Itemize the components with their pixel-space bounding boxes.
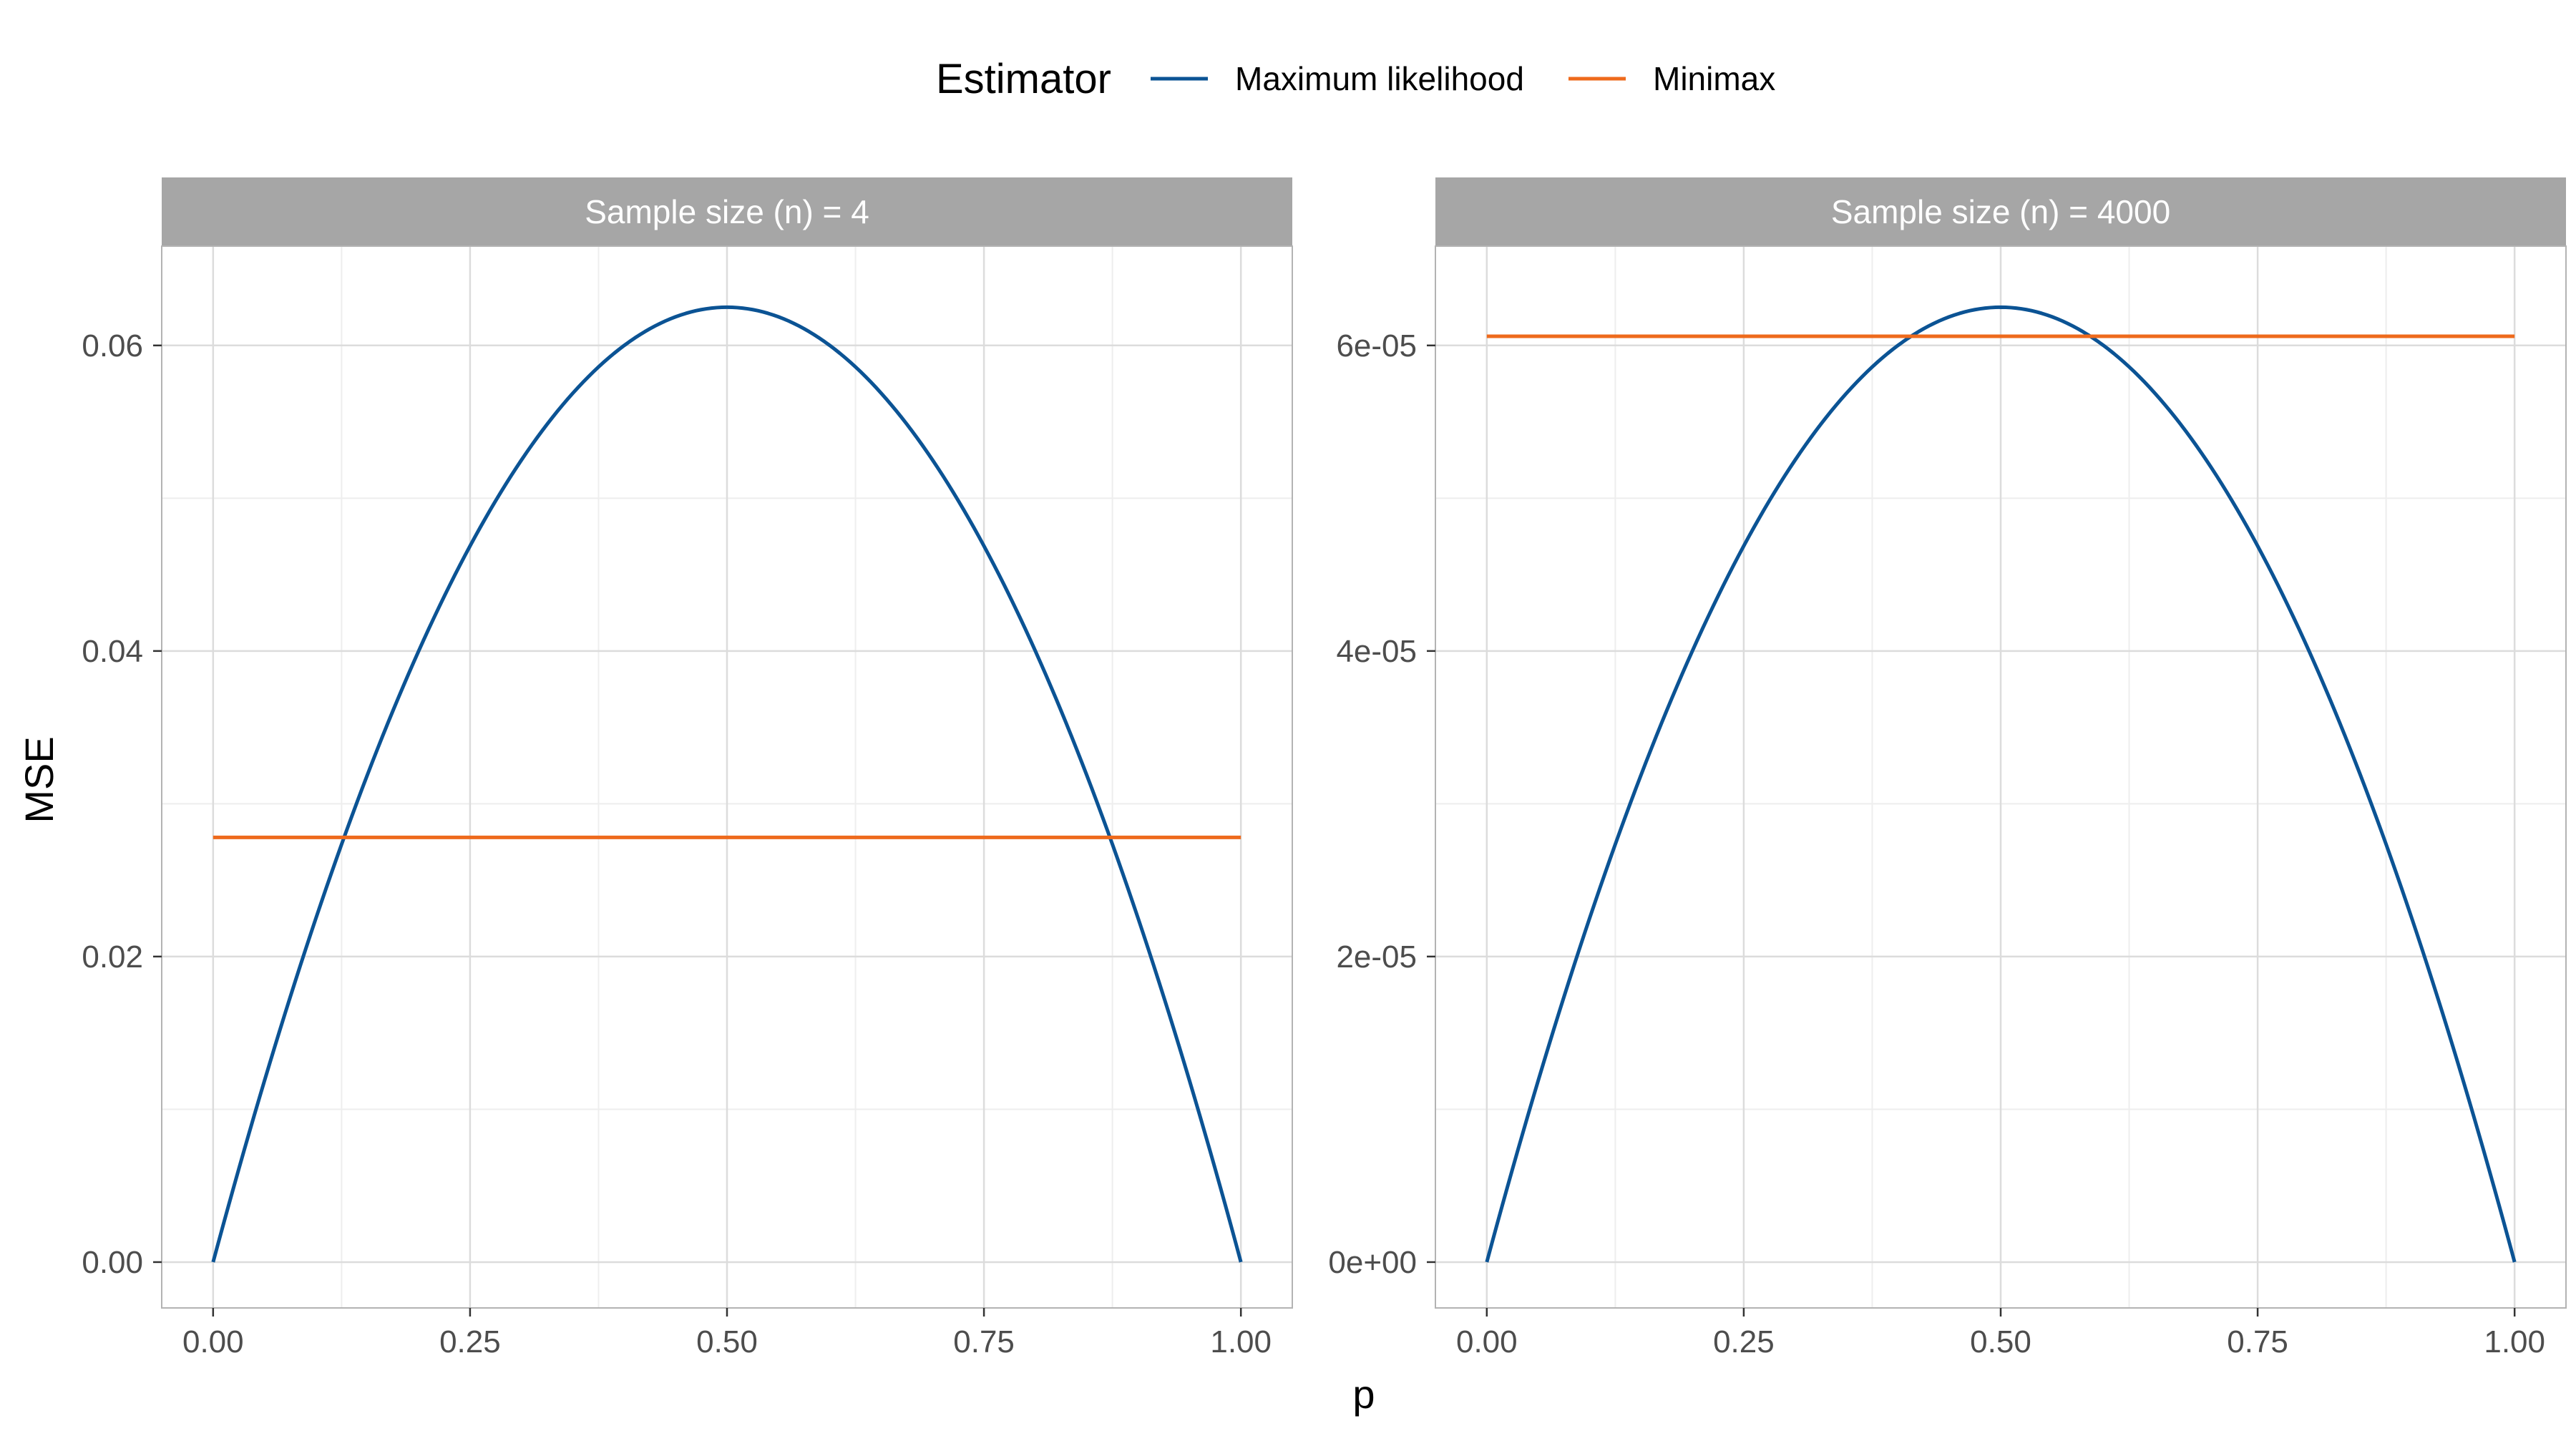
panel-grid <box>162 246 1292 1308</box>
panel-grid <box>1435 246 2566 1308</box>
y-tick-label: 4e-05 <box>1336 634 1417 669</box>
facet-strip-label: Sample size (n) = 4 <box>585 193 869 230</box>
x-tick-label: 0.50 <box>1970 1324 2031 1359</box>
panel-series <box>1485 305 2517 1263</box>
y-tick-label: 0.02 <box>82 939 143 975</box>
facet-strip-label: Sample size (n) = 4000 <box>1831 193 2170 230</box>
x-tick-label: 0.75 <box>953 1324 1015 1359</box>
x-tick-label: 0.25 <box>439 1324 501 1359</box>
legend-label-minimax: Minimax <box>1653 60 1775 97</box>
series-line-maximum-likelihood <box>1485 305 2517 1263</box>
y-tick-label: 2e-05 <box>1336 939 1417 975</box>
x-tick-label: 0.00 <box>1456 1324 1518 1359</box>
panel-n-4000: Sample size (n) = 4000 0.00 0.25 0.50 0.75 1… <box>1328 177 2567 1359</box>
legend-title: Estimator <box>936 56 1111 102</box>
facet-strip <box>162 177 1292 246</box>
y-tick-label: 0.00 <box>82 1245 143 1280</box>
facet-strip <box>1435 177 2566 246</box>
y-axis-title: MSE <box>16 736 62 823</box>
x-axis-title: p <box>1352 1372 1375 1417</box>
y-tick-label: 0.04 <box>82 634 143 669</box>
x-tick-label: 0.50 <box>696 1324 758 1359</box>
y-tick-label: 0.06 <box>82 328 143 363</box>
y-tick-label: 6e-05 <box>1336 328 1417 363</box>
panel-axes: 0.00 0.25 0.50 0.75 1.00 0e+00 2e-05 4e-05 6e-05 <box>1328 328 2545 1359</box>
legend: Estimator Maximum likelihood Minimax <box>936 56 1775 102</box>
legend-label-maximum-likelihood: Maximum likelihood <box>1235 60 1524 97</box>
x-tick-label: 1.00 <box>1210 1324 1272 1359</box>
x-tick-label: 1.00 <box>2484 1324 2545 1359</box>
y-tick-label: 0e+00 <box>1328 1245 1417 1280</box>
x-tick-label: 0.25 <box>1713 1324 1775 1359</box>
panel-n-4: Sample size (n) = 4 0.00 0.25 0.50 0.75 1.00… <box>82 177 1293 1359</box>
series-line-maximum-likelihood <box>211 305 1243 1263</box>
x-tick-label: 0.00 <box>182 1324 244 1359</box>
panel-axes: 0.00 0.25 0.50 0.75 1.00 0.00 0.02 0.04 0.06 <box>82 328 1272 1359</box>
x-tick-label: 0.75 <box>2227 1324 2288 1359</box>
panel-series <box>211 305 1243 1263</box>
